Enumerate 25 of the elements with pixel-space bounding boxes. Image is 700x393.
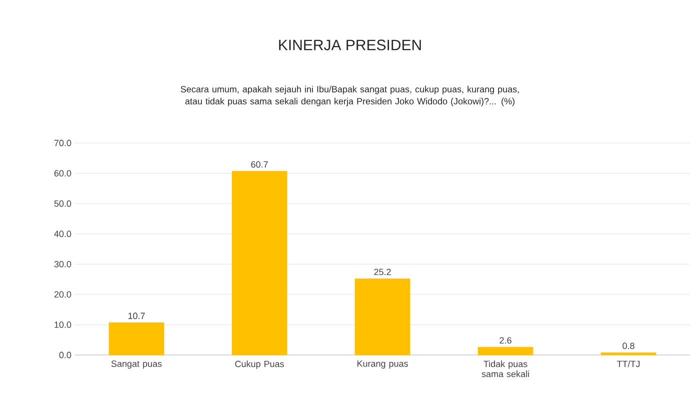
x-tick-label: Tidak puas sama sekali xyxy=(482,360,529,378)
data-label: 10.7 xyxy=(128,312,145,320)
data-label: 60.7 xyxy=(251,161,268,168)
y-tick-label: 10.0 xyxy=(54,322,72,328)
bar xyxy=(232,170,288,356)
x-tick-label: TT/TJ xyxy=(616,360,640,368)
chart-subtitle: Secara umum, apakah sejauh ini Ibu/Bapak sangat puas, cukup puas, kurang puas, atau tidak puas sama sekali dengan kerja Presiden Joko Widodo (Jokowi)?... (%) xyxy=(180,86,519,106)
data-label: 25.2 xyxy=(374,268,391,276)
data-label: 2.6 xyxy=(500,337,512,344)
x-tick-label: Sangat puas xyxy=(111,360,162,369)
y-tick-label: 30.0 xyxy=(54,260,72,268)
x-tick-label: Cukup Puas xyxy=(235,360,284,369)
chart-title: KINERJA PRESIDEN xyxy=(279,40,421,50)
bar xyxy=(478,346,534,356)
bar xyxy=(354,278,410,356)
bar xyxy=(108,322,164,356)
y-tick-label: 60.0 xyxy=(54,170,72,176)
bar xyxy=(600,352,656,356)
y-tick-label: 50.0 xyxy=(54,200,72,207)
y-tick-label: 70.0 xyxy=(54,140,72,146)
y-tick-label: 40.0 xyxy=(54,230,72,238)
x-tick-label: Kurang puas xyxy=(357,360,408,369)
data-label: 0.8 xyxy=(622,342,634,350)
y-tick-label: 0.0 xyxy=(59,352,72,358)
y-tick-label: 20.0 xyxy=(54,291,72,298)
